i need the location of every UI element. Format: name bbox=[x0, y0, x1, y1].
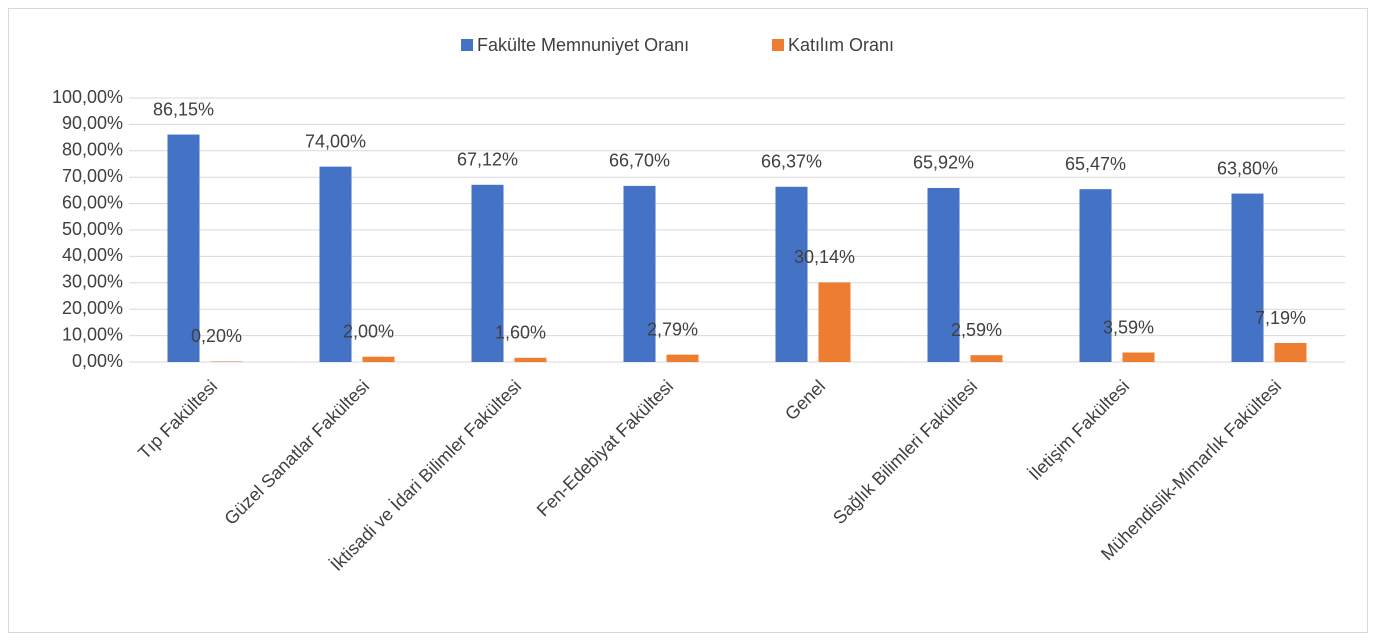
bar bbox=[362, 356, 395, 362]
y-tick-label: 80,00% bbox=[62, 140, 123, 160]
data-label: 2,59% bbox=[951, 320, 1002, 340]
y-tick-label: 0,00% bbox=[72, 351, 123, 371]
chart-border bbox=[8, 8, 1368, 633]
bar bbox=[1122, 352, 1155, 362]
data-label: 74,00% bbox=[305, 131, 366, 151]
bar bbox=[167, 134, 200, 362]
legend-label: Fakülte Memnuniyet Oranı bbox=[477, 35, 689, 55]
bar bbox=[1231, 193, 1264, 362]
data-label: 63,80% bbox=[1217, 158, 1278, 178]
data-label: 67,12% bbox=[457, 150, 518, 170]
bar bbox=[1274, 343, 1307, 362]
data-label: 66,70% bbox=[609, 151, 670, 171]
data-label: 7,19% bbox=[1255, 308, 1306, 328]
bar bbox=[970, 355, 1003, 362]
bar bbox=[775, 186, 808, 362]
y-tick-label: 60,00% bbox=[62, 192, 123, 212]
bar bbox=[927, 187, 960, 362]
data-label: 3,59% bbox=[1103, 317, 1154, 337]
y-tick-label: 100,00% bbox=[52, 87, 123, 107]
y-tick-label: 90,00% bbox=[62, 113, 123, 133]
y-tick-label: 30,00% bbox=[62, 272, 123, 292]
y-tick-label: 70,00% bbox=[62, 166, 123, 186]
data-label: 86,15% bbox=[153, 99, 214, 119]
data-label: 65,47% bbox=[1065, 154, 1126, 174]
y-tick-label: 40,00% bbox=[62, 245, 123, 265]
bar bbox=[1079, 189, 1112, 362]
data-label: 1,60% bbox=[495, 323, 546, 343]
legend-label: Katılım Oranı bbox=[788, 35, 894, 55]
data-label: 66,37% bbox=[761, 152, 822, 172]
data-label: 0,20% bbox=[191, 326, 242, 346]
bar bbox=[818, 282, 851, 362]
legend-swatch bbox=[461, 39, 473, 51]
data-label: 30,14% bbox=[794, 247, 855, 267]
bar bbox=[210, 361, 243, 362]
y-tick-label: 50,00% bbox=[62, 219, 123, 239]
data-label: 2,79% bbox=[647, 319, 698, 339]
data-label: 2,00% bbox=[343, 321, 394, 341]
legend-swatch bbox=[772, 39, 784, 51]
data-label: 65,92% bbox=[913, 153, 974, 173]
bar bbox=[666, 354, 699, 362]
bar bbox=[319, 166, 352, 362]
bar bbox=[471, 184, 504, 362]
y-tick-label: 20,00% bbox=[62, 298, 123, 318]
y-tick-label: 10,00% bbox=[62, 324, 123, 344]
bar bbox=[514, 357, 547, 362]
bar bbox=[623, 185, 656, 362]
